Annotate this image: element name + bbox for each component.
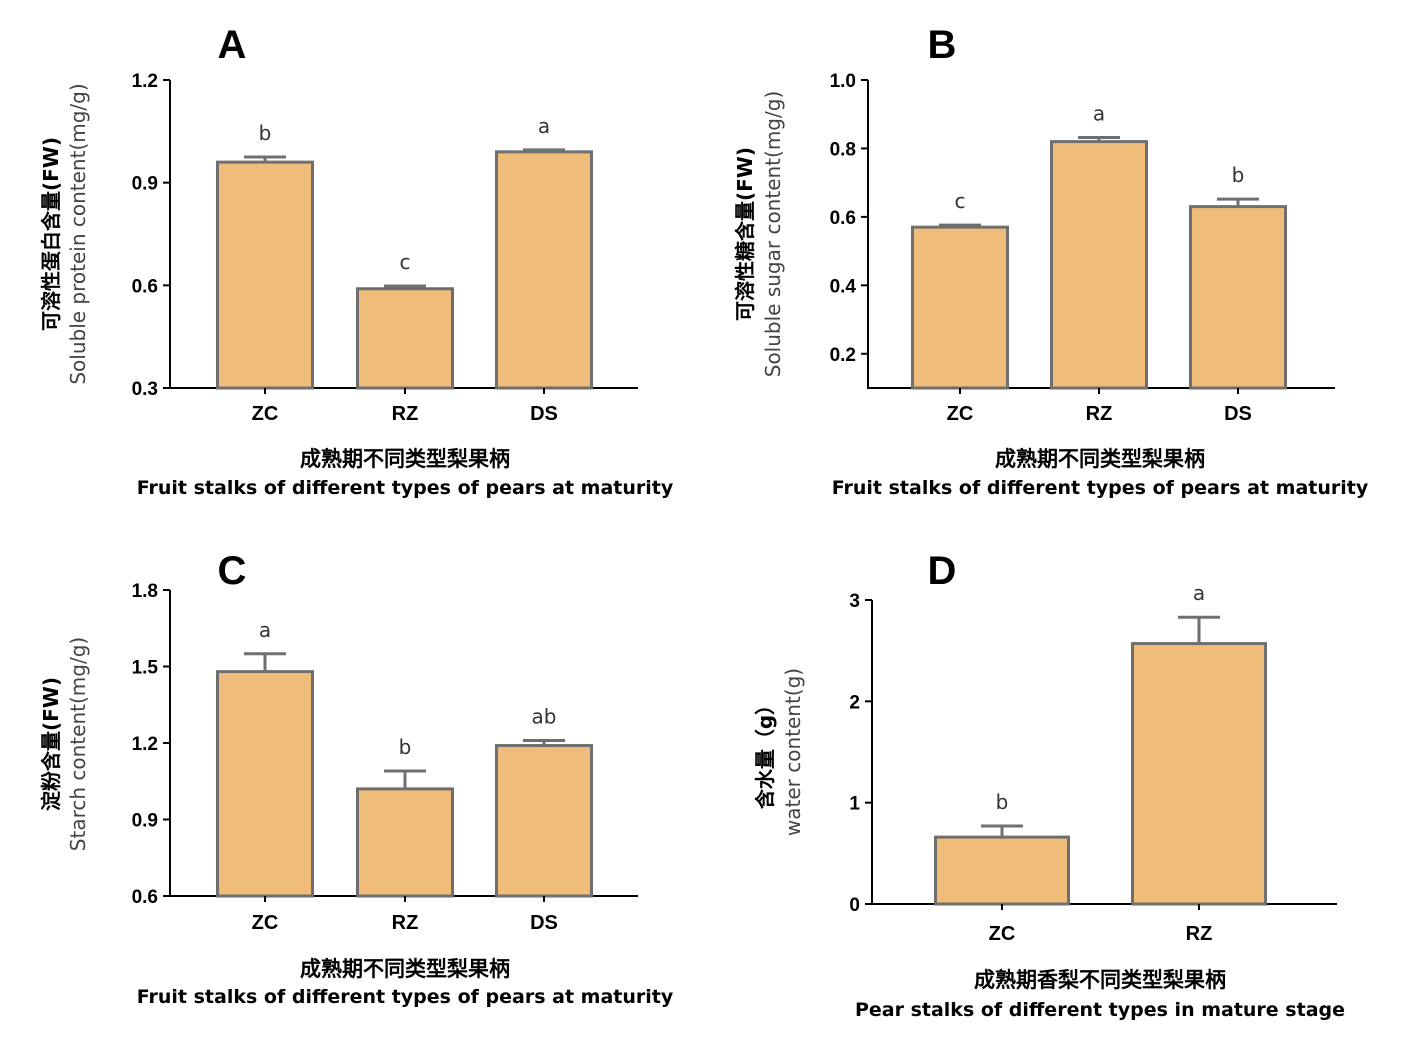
bar [216, 670, 314, 898]
y-tick-label: 0.9 [132, 174, 158, 195]
panel-letter: B [928, 23, 957, 67]
y-axis-label-chinese: 可溶性糖含量(FW) [733, 147, 757, 321]
y-axis-label-chinese: 可溶性蛋白含量(FW) [39, 137, 63, 331]
category-label: DS [530, 912, 558, 934]
y-tick-label: 1 [849, 794, 860, 815]
category-label: ZC [947, 403, 974, 425]
significance-label: b [1232, 163, 1245, 187]
category-label: ZC [989, 923, 1016, 945]
y-tick-label: 0.8 [830, 139, 856, 160]
y-tick-label: 1.2 [132, 71, 158, 92]
y-tick-label: 0.6 [830, 208, 856, 229]
x-axis-label-chinese: 成熟期香梨不同类型梨果柄 [974, 968, 1226, 992]
y-axis-label-english: Soluble sugar content(mg/g) [761, 91, 785, 378]
y-axis-label-english: Soluble protein content(mg/g) [66, 83, 90, 384]
chart-panel-d: D 0 1 2 3 b ZC a RZ 含水量（g） water content(g) 成熟期香梨不同… [753, 549, 1345, 1021]
y-tick-label: 0.3 [132, 379, 158, 400]
category-label: ZC [252, 912, 279, 934]
significance-label: a [1193, 581, 1205, 605]
y-tick-label: 1.8 [132, 581, 158, 602]
significance-label: c [955, 189, 966, 213]
chart-panel-b: B 0.2 0.4 0.6 0.8 1.0 c ZC a RZ b DS 可溶性糖含量(FW) Solub… [733, 23, 1369, 499]
chart-panel-c: C 0.6 0.9 1.2 1.5 1.8 a ZC b RZ ab DS 淀粉含量(FW) Starch… [39, 549, 674, 1008]
bar [934, 835, 1070, 906]
category-label: RZ [392, 912, 419, 934]
panel-letter: C [218, 549, 247, 593]
x-axis-label-english: Fruit stalks of different types of pears… [137, 986, 674, 1008]
panel-letter: A [218, 23, 247, 67]
y-tick-label: 1.2 [132, 734, 158, 755]
bar [216, 160, 314, 390]
significance-label: b [996, 790, 1009, 814]
y-axis-label-chinese: 含水量（g） [753, 695, 777, 809]
category-label: DS [1224, 403, 1252, 425]
y-axis-label-chinese: 淀粉含量(FW) [39, 677, 63, 811]
bar [495, 744, 593, 898]
bar [356, 287, 454, 390]
chart-panel-a: A 0.3 0.6 0.9 1.2 b ZC c RZ a DS 可溶性蛋白含量(FW) Soluble… [39, 23, 674, 499]
significance-label: ab [532, 704, 557, 728]
bar [911, 225, 1009, 390]
category-label: RZ [1086, 403, 1113, 425]
y-tick-label: 0.2 [830, 345, 856, 366]
x-axis-label-english: Fruit stalks of different types of pears… [137, 477, 674, 499]
significance-label: c [400, 250, 411, 274]
y-tick-label: 2 [849, 692, 860, 713]
significance-label: a [1093, 101, 1105, 125]
y-tick-label: 1.0 [830, 71, 856, 92]
category-label: RZ [392, 403, 419, 425]
bar [356, 787, 454, 898]
significance-label: b [259, 121, 272, 145]
bar [495, 150, 593, 390]
y-tick-label: 1.5 [132, 658, 159, 679]
y-tick-label: 0 [849, 895, 860, 916]
x-axis-label-english: Fruit stalks of different types of pears… [832, 477, 1369, 499]
y-tick-label: 0.6 [132, 276, 158, 297]
y-axis-label-english: Starch content(mg/g) [66, 637, 90, 851]
significance-label: a [538, 114, 550, 138]
significance-label: a [259, 618, 271, 642]
y-tick-label: 0.4 [830, 276, 857, 297]
y-tick-label: 3 [849, 591, 860, 612]
x-axis-label-english: Pear stalks of different types in mature… [855, 999, 1345, 1021]
bar [1050, 140, 1148, 390]
category-label: RZ [1186, 923, 1213, 945]
x-axis-label-chinese: 成熟期不同类型梨果柄 [300, 957, 510, 981]
y-tick-label: 0.9 [132, 811, 158, 832]
x-axis-label-chinese: 成熟期不同类型梨果柄 [300, 447, 510, 471]
y-tick-label: 0.6 [132, 887, 158, 908]
y-axis-label-english: water content(g) [781, 668, 805, 836]
bar [1189, 205, 1287, 390]
category-label: ZC [252, 403, 279, 425]
x-axis-label-chinese: 成熟期不同类型梨果柄 [995, 447, 1205, 471]
panel-letter: D [928, 549, 957, 593]
category-label: DS [530, 403, 558, 425]
bar [1131, 642, 1267, 906]
significance-label: b [399, 735, 412, 759]
